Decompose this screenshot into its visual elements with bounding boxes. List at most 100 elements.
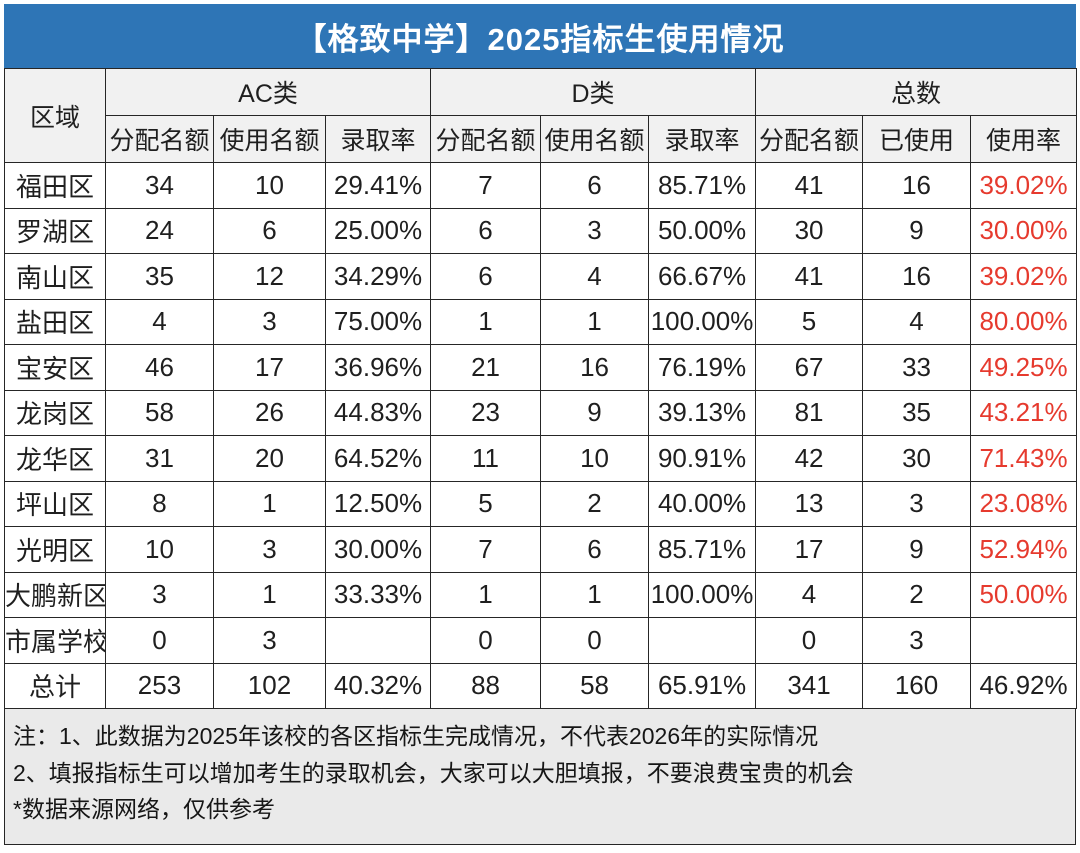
value-cell: 80.00% xyxy=(970,298,1078,345)
column-header: 录取率 xyxy=(648,115,757,163)
value-cell: 39.02% xyxy=(970,253,1078,300)
value-cell: 5 xyxy=(755,298,864,345)
table-row: 南山区 35 12 34.29% 6 4 66.67% 41 16 39.02% xyxy=(4,253,1078,300)
notes-footer: 注：1、此数据为2025年该校的各区指标生完成情况，不代表2026年的实际情况 … xyxy=(4,709,1076,845)
value-cell: 17 xyxy=(213,344,326,391)
page: 【格致中学】2025指标生使用情况 区域 AC类 D类 总数 分配名额 使用名额… xyxy=(4,4,1078,845)
value-cell: 36.96% xyxy=(324,344,432,391)
value-cell: 20 xyxy=(213,435,326,482)
value-cell: 25.00% xyxy=(324,207,432,254)
value-cell: 12 xyxy=(213,253,326,300)
value-cell: 41 xyxy=(755,253,864,300)
region-cell: 大鹏新区 xyxy=(4,571,106,618)
value-cell: 40.32% xyxy=(324,662,432,709)
group-header-d: D类 xyxy=(430,68,757,116)
note-line-1: 注：1、此数据为2025年该校的各区指标生完成情况，不代表2026年的实际情况 xyxy=(13,723,819,749)
value-cell: 6 xyxy=(430,253,542,300)
value-cell: 3 xyxy=(105,571,214,618)
table-row: 坪山区 8 1 12.50% 5 2 40.00% 13 3 23.08% xyxy=(4,480,1078,527)
value-cell: 39.02% xyxy=(970,162,1078,209)
value-cell: 17 xyxy=(755,526,864,573)
column-header: 已使用 xyxy=(862,115,972,163)
value-cell: 0 xyxy=(105,617,214,664)
page-title: 【格致中学】2025指标生使用情况 xyxy=(295,21,785,57)
value-cell: 253 xyxy=(105,662,214,709)
value-cell: 35 xyxy=(105,253,214,300)
value-cell: 49.25% xyxy=(970,344,1078,391)
column-header: 分配名额 xyxy=(430,115,542,163)
value-cell: 33.33% xyxy=(324,571,432,618)
value-cell: 39.13% xyxy=(648,389,757,436)
value-cell: 102 xyxy=(213,662,326,709)
value-cell: 12.50% xyxy=(324,480,432,527)
value-cell: 67 xyxy=(755,344,864,391)
value-cell: 34 xyxy=(105,162,214,209)
region-cell: 光明区 xyxy=(4,526,106,573)
value-cell: 58 xyxy=(540,662,650,709)
group-header-ac: AC类 xyxy=(104,68,432,116)
value-cell: 8 xyxy=(105,480,214,527)
value-cell: 40.00% xyxy=(648,480,757,527)
value-cell: 16 xyxy=(862,253,972,300)
value-cell: 3 xyxy=(213,617,326,664)
value-cell: 3 xyxy=(540,207,650,254)
value-cell: 2 xyxy=(862,571,972,618)
value-cell: 4 xyxy=(540,253,650,300)
value-cell: 10 xyxy=(105,526,214,573)
table-row: 福田区 34 10 29.41% 7 6 85.71% 41 16 39.02% xyxy=(4,162,1078,209)
value-cell: 5 xyxy=(430,480,542,527)
group-header-row: 区域 AC类 D类 总数 xyxy=(4,68,1078,163)
region-cell: 龙华区 xyxy=(4,435,106,482)
value-cell: 3 xyxy=(862,617,972,664)
value-cell: 23.08% xyxy=(970,480,1078,527)
value-cell: 1 xyxy=(213,480,326,527)
value-cell: 30 xyxy=(862,435,972,482)
table-row: 光明区 10 3 30.00% 7 6 85.71% 17 9 52.94% xyxy=(4,526,1078,573)
table-body: 福田区 34 10 29.41% 7 6 85.71% 41 16 39.02% 罗湖区 24 6 25.… xyxy=(4,162,1078,709)
value-cell: 21 xyxy=(430,344,542,391)
value-cell: 7 xyxy=(430,526,542,573)
column-header: 录取率 xyxy=(324,115,432,163)
value-cell: 85.71% xyxy=(648,526,757,573)
value-cell xyxy=(648,617,757,664)
value-cell: 4 xyxy=(105,298,214,345)
table-row: 市属学校 0 3 0 0 0 3 xyxy=(4,617,1078,664)
value-cell: 10 xyxy=(213,162,326,209)
value-cell: 9 xyxy=(862,526,972,573)
value-cell: 160 xyxy=(862,662,972,709)
value-cell: 10 xyxy=(540,435,650,482)
value-cell: 16 xyxy=(862,162,972,209)
table-row: 龙岗区 58 26 44.83% 23 9 39.13% 81 35 43.21% xyxy=(4,389,1078,436)
column-header: 分配名额 xyxy=(755,115,864,163)
value-cell: 0 xyxy=(755,617,864,664)
value-cell: 1 xyxy=(213,571,326,618)
value-cell: 4 xyxy=(862,298,972,345)
value-cell: 46.92% xyxy=(970,662,1078,709)
value-cell: 41 xyxy=(755,162,864,209)
value-cell xyxy=(324,617,432,664)
group-header-total: 总数 xyxy=(755,68,1078,116)
value-cell: 75.00% xyxy=(324,298,432,345)
value-cell: 1 xyxy=(430,298,542,345)
value-cell: 30.00% xyxy=(324,526,432,573)
value-cell: 0 xyxy=(540,617,650,664)
value-cell: 66.67% xyxy=(648,253,757,300)
value-cell: 3 xyxy=(862,480,972,527)
value-cell: 100.00% xyxy=(648,298,757,345)
value-cell: 50.00% xyxy=(970,571,1078,618)
value-cell: 9 xyxy=(862,207,972,254)
note-line-2: 2、填报指标生可以增加考生的录取机会，大家可以大胆填报，不要浪费宝贵的机会 xyxy=(13,759,854,786)
note-line-3: *数据来源网络，仅供参考 xyxy=(13,796,275,822)
value-cell: 76.19% xyxy=(648,344,757,391)
value-cell: 46 xyxy=(105,344,214,391)
title-bar: 【格致中学】2025指标生使用情况 xyxy=(4,4,1076,68)
value-cell: 23 xyxy=(430,389,542,436)
value-cell: 58 xyxy=(105,389,214,436)
column-header: 使用名额 xyxy=(213,115,326,163)
region-cell: 市属学校 xyxy=(4,617,106,664)
value-cell: 0 xyxy=(430,617,542,664)
column-header: 使用名额 xyxy=(540,115,650,163)
value-cell: 43.21% xyxy=(970,389,1078,436)
value-cell: 50.00% xyxy=(648,207,757,254)
table-row: 大鹏新区 3 1 33.33% 1 1 100.00% 4 2 50.00% xyxy=(4,571,1078,618)
